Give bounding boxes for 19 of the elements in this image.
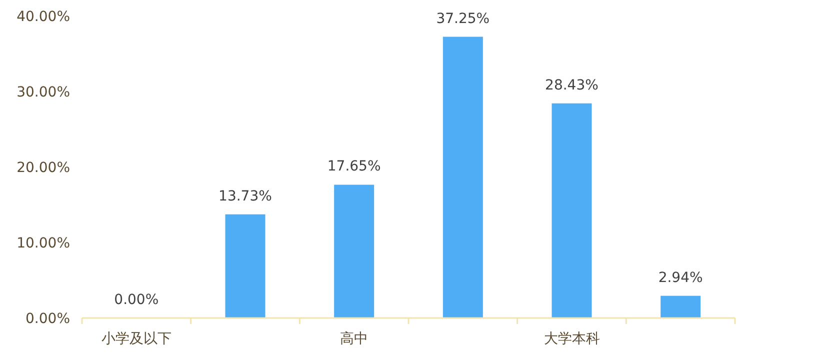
y-tick-label: 0.00% xyxy=(26,311,70,327)
x-tick-label: 大学本科 xyxy=(544,331,600,347)
x-tick-label: 小学及以下 xyxy=(101,331,172,347)
data-label: 13.73% xyxy=(218,188,272,204)
bar xyxy=(552,103,592,318)
y-tick-label: 30.00% xyxy=(16,84,70,100)
bar xyxy=(334,184,374,318)
data-label: 28.43% xyxy=(545,77,598,94)
data-label: 0.00% xyxy=(114,292,159,308)
bar xyxy=(442,36,483,318)
y-tick-label: 10.00% xyxy=(16,236,70,252)
data-label: 2.94% xyxy=(658,270,703,286)
data-label: 37.25% xyxy=(436,10,490,27)
bar xyxy=(225,214,266,318)
x-tick-label: 高中 xyxy=(340,331,368,347)
y-tick-label: 40.00% xyxy=(16,9,70,25)
data-label: 17.65% xyxy=(327,158,381,175)
bar xyxy=(660,296,701,318)
y-tick-label: 20.00% xyxy=(16,160,70,176)
